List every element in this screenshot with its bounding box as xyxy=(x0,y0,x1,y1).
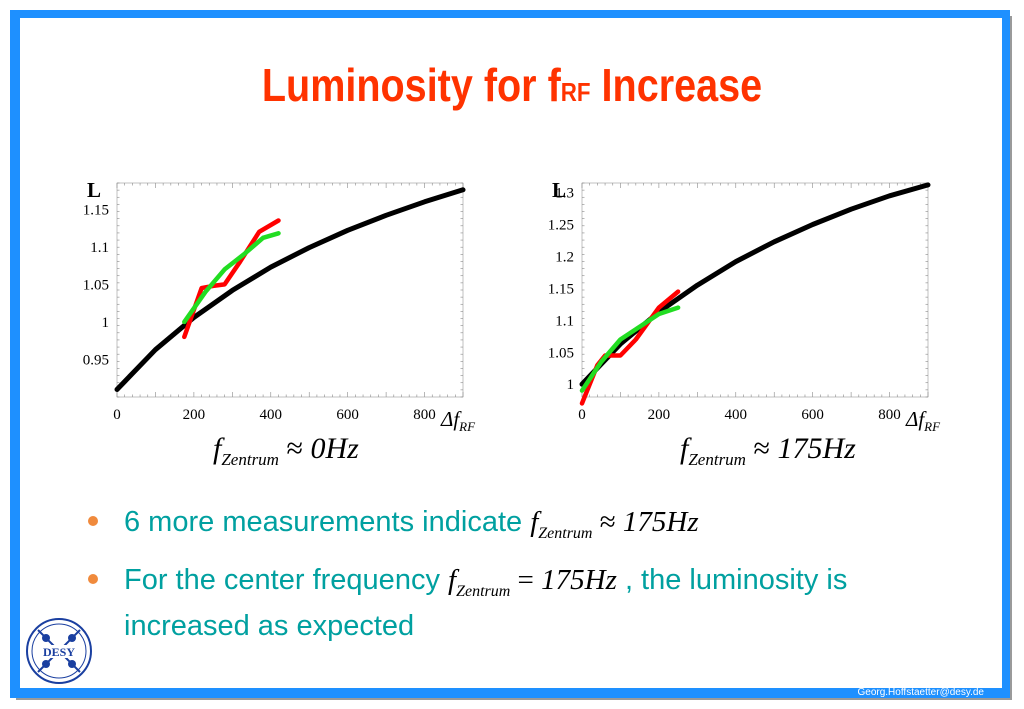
y-tick-label: 1.25 xyxy=(548,218,574,234)
bullet-after: , the luminosity is increased as expecte… xyxy=(124,563,848,642)
caption-left-value: 0Hz xyxy=(310,432,359,465)
math-value: 175Hz xyxy=(622,506,699,538)
bullet-list: 6 more measurements indicate fZentrum ≈ … xyxy=(88,505,968,656)
bullet-item: For the center frequency fZentrum = 175H… xyxy=(88,563,968,644)
caption-right-value: 175Hz xyxy=(777,432,856,465)
x-axis-label: ΔfRF xyxy=(440,407,476,434)
x-tick-label: 0 xyxy=(113,407,121,423)
y-tick-label: 1.05 xyxy=(548,345,574,361)
bullet-math: fZentrum = 175Hz xyxy=(448,563,617,600)
x-tick-label: 400 xyxy=(260,407,283,423)
caption-left: fZentrum ≈ 0Hz xyxy=(213,432,359,470)
bullet-text: 6 more measurements indicate xyxy=(124,506,531,538)
desy-logo-icon: DESY xyxy=(26,618,92,684)
y-axis-label: L xyxy=(87,178,101,202)
footer-email: Georg.Hoffstaetter@desy.de xyxy=(857,687,984,698)
bullet-item: 6 more measurements indicate fZentrum ≈ … xyxy=(88,505,968,551)
caption-right: fZentrum ≈ 175Hz xyxy=(680,432,856,470)
x-tick-label: 400 xyxy=(725,407,748,423)
x-tick-label: 600 xyxy=(801,407,824,423)
y-tick-label: 1.15 xyxy=(83,202,109,218)
title-main: Luminosity for f xyxy=(261,59,561,111)
theory-curve xyxy=(579,182,931,387)
math-sub: Zentrum xyxy=(456,582,511,600)
caption-left-sub: Zentrum xyxy=(221,450,279,469)
theory-curve xyxy=(114,187,466,392)
slide-canvas xyxy=(20,18,1002,688)
fit-curve xyxy=(182,231,281,325)
x-tick-label: 600 xyxy=(336,407,359,423)
caption-right-rel: ≈ xyxy=(745,432,778,465)
x-tick-label: 800 xyxy=(878,407,901,423)
math-rel: ≈ xyxy=(592,506,623,538)
logo-text: DESY xyxy=(43,645,75,659)
y-tick-label: 1.3 xyxy=(555,186,574,202)
caption-right-f: f xyxy=(680,432,689,465)
math-rel: = xyxy=(510,563,542,596)
x-tick-label: 200 xyxy=(648,407,671,423)
y-tick-label: 1.2 xyxy=(555,249,574,265)
x-tick-label: 800 xyxy=(413,407,436,423)
bullet-dot xyxy=(88,573,98,584)
math-sub: Zentrum xyxy=(538,524,593,542)
y-tick-label: 1.05 xyxy=(83,277,109,293)
y-tick-label: 1.1 xyxy=(90,240,109,256)
slide-title: Luminosity for fRF Increase xyxy=(72,58,953,112)
y-tick-label: 1.1 xyxy=(555,313,574,329)
caption-left-rel: ≈ xyxy=(278,432,311,465)
y-axis-label: L xyxy=(552,178,566,202)
measured-curve xyxy=(182,218,281,340)
title-end: Increase xyxy=(590,59,763,111)
x-tick-label: 200 xyxy=(183,407,206,423)
title-subscript: RF xyxy=(560,77,591,107)
plot-frame xyxy=(581,182,929,398)
caption-left-f: f xyxy=(213,432,222,465)
y-tick-label: 1.15 xyxy=(548,281,574,297)
bullet-text: For the center frequency xyxy=(124,563,448,596)
chart-left: 0 200 400 600 800 0.95 1 1.05 1.1 1.15L ΔfRF xyxy=(83,178,476,434)
y-tick-label: 1 xyxy=(567,377,575,393)
x-axis-label: ΔfRF xyxy=(905,407,941,434)
x-tick-label: 0 xyxy=(578,407,586,423)
math-f: f xyxy=(530,506,539,538)
caption-right-sub: Zentrum xyxy=(688,450,746,469)
y-tick-label: 0.95 xyxy=(83,352,109,368)
bullet-dot xyxy=(88,516,98,526)
y-tick-label: 1 xyxy=(102,315,110,331)
bullet-math: fZentrum ≈ 175Hz xyxy=(530,506,699,542)
fit-curve xyxy=(579,305,681,393)
math-f: f xyxy=(448,563,457,596)
chart-right: 0 200 400 600 800 1 1.05 1.1 1.15 1.2 1.25 1.3L ΔfRF xyxy=(548,178,941,434)
math-value: 175Hz xyxy=(541,563,617,596)
plot-frame xyxy=(116,182,464,398)
